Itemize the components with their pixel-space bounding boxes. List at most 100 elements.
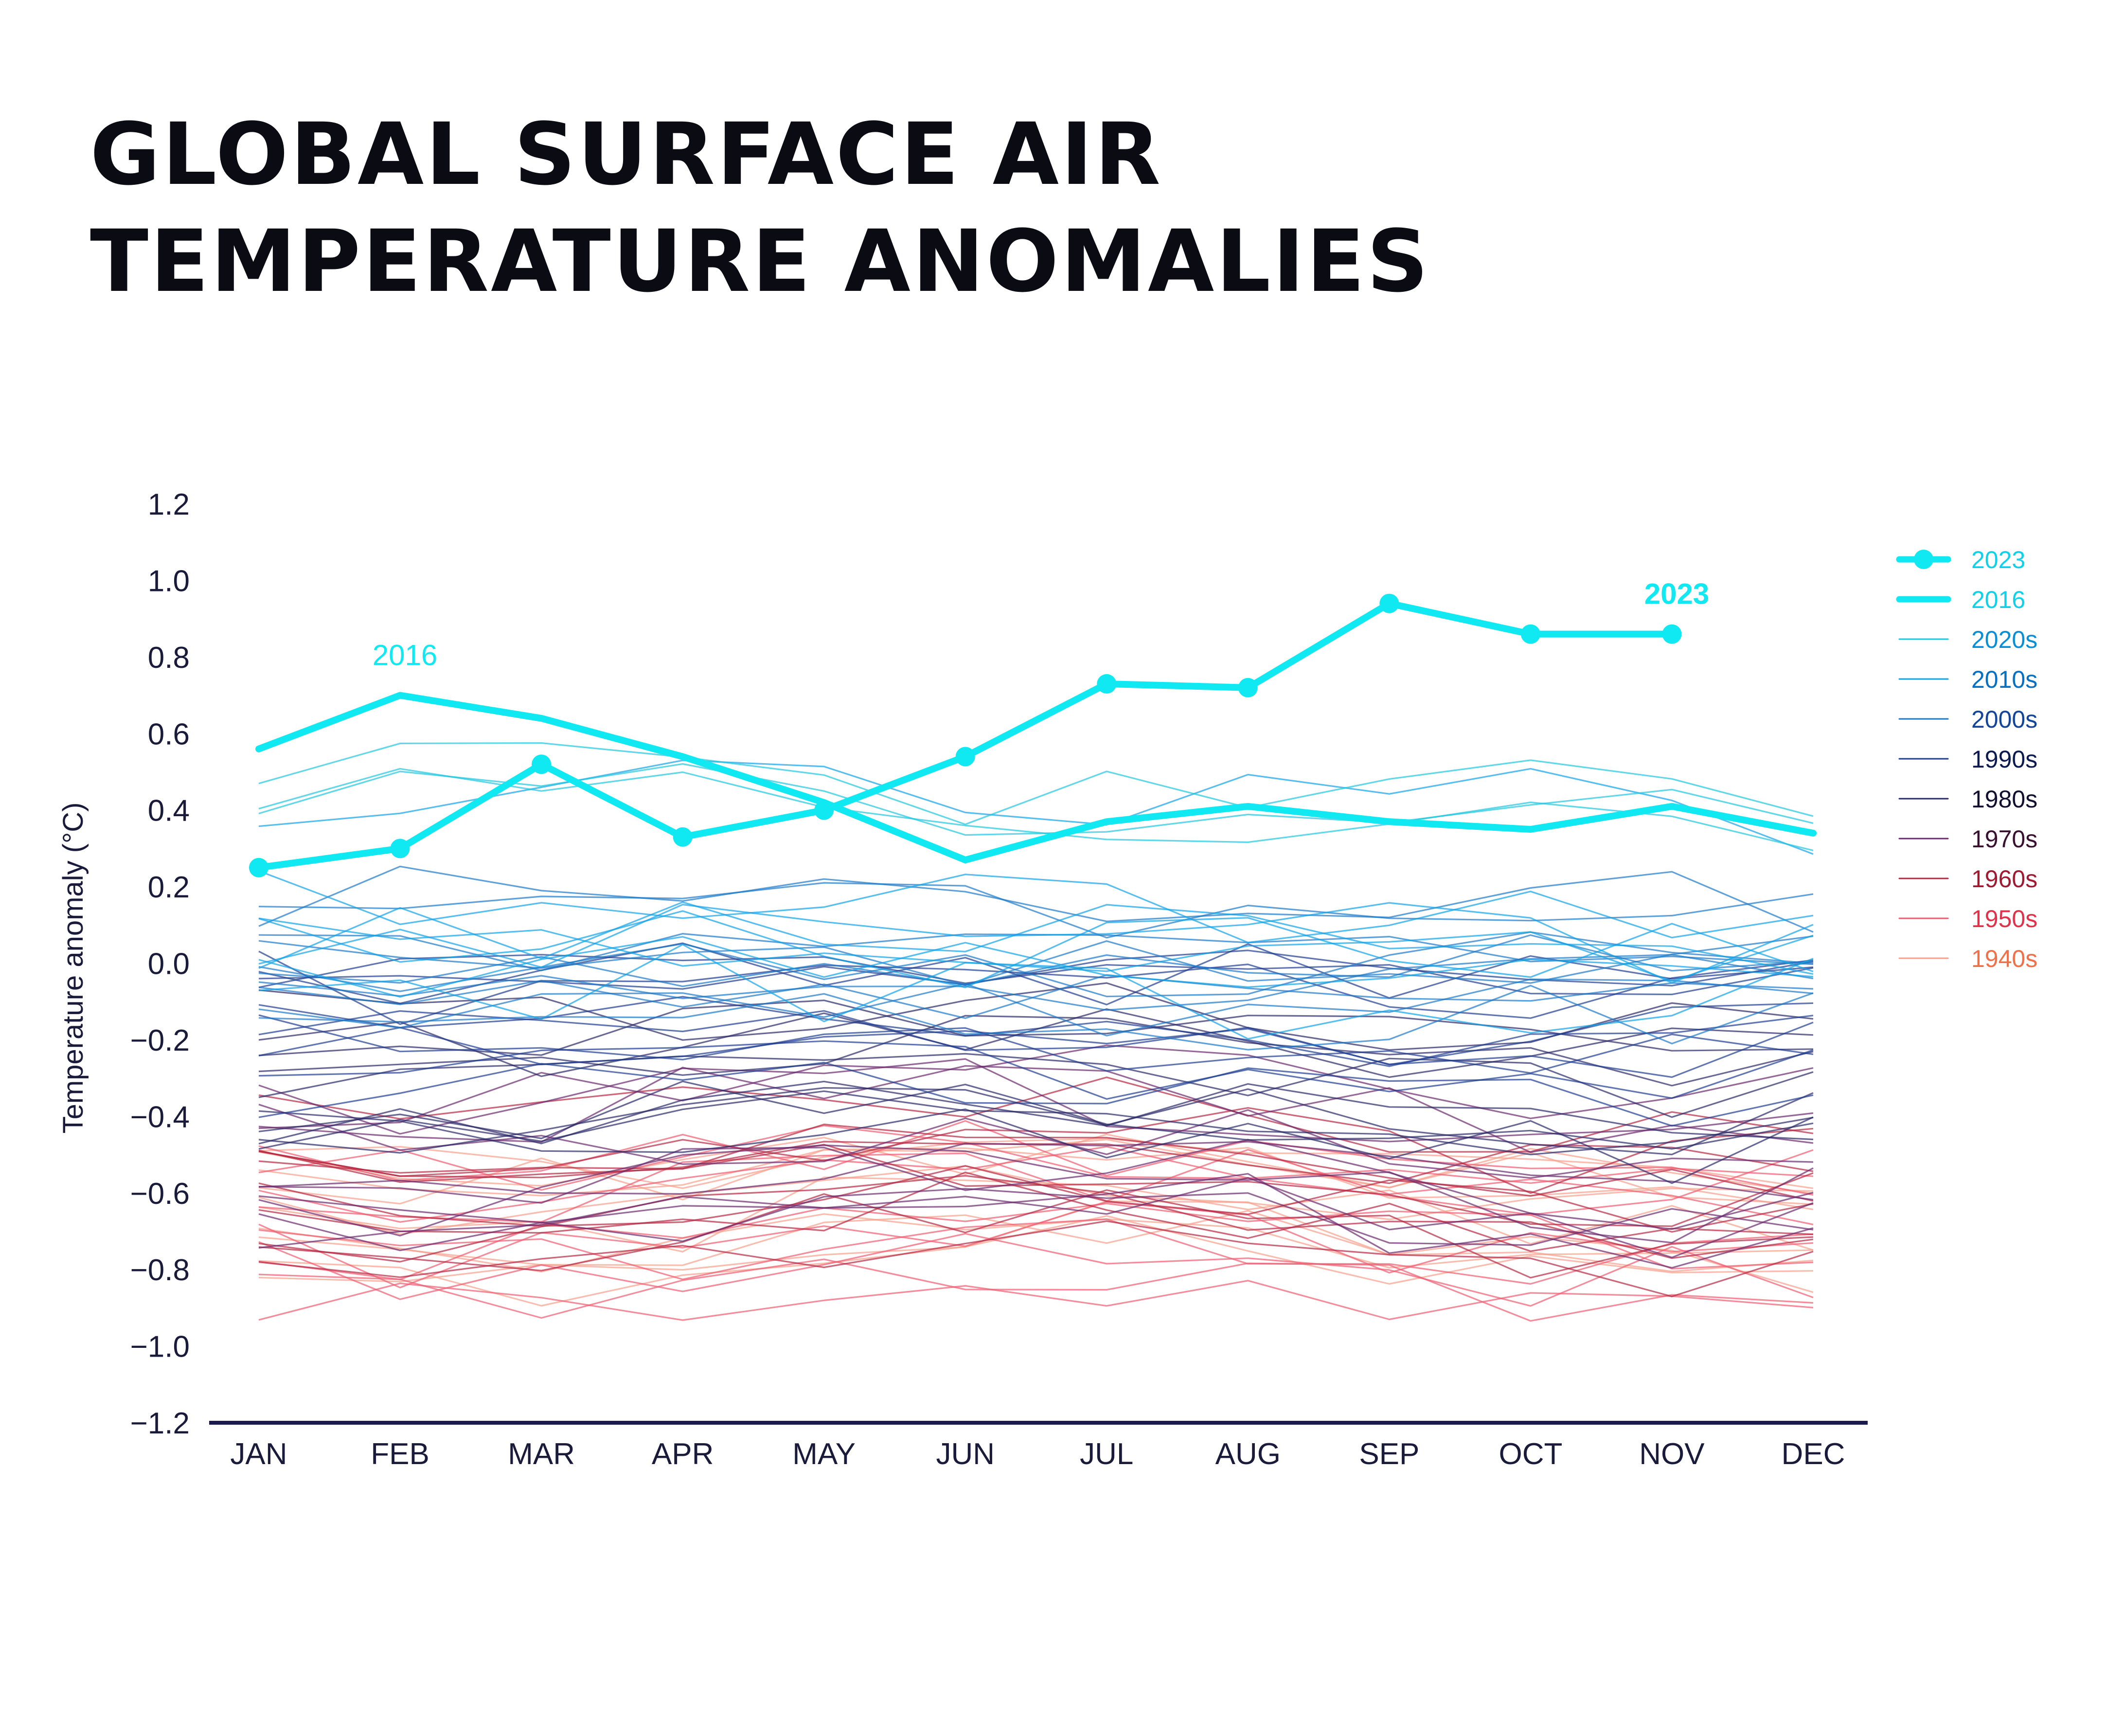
decade-line-2020s — [258, 742, 1814, 825]
decade-line-1960s — [258, 1144, 1814, 1227]
decade-line-2020s — [258, 768, 1814, 851]
decade-line-2000s — [258, 974, 1814, 1019]
x-tick-label: MAR — [508, 1437, 575, 1471]
decade-line-1960s — [258, 1220, 1814, 1297]
x-tick-label: JAN — [230, 1437, 287, 1471]
y-tick-label: −0.8 — [130, 1253, 190, 1287]
y-axis-label: Temperature anomaly (°C) — [57, 803, 89, 1134]
x-tick-label: NOV — [1639, 1437, 1705, 1471]
x-tick-label: FEB — [371, 1437, 429, 1471]
y-tick-label: 0.4 — [148, 794, 190, 828]
decade-line-2010s — [258, 936, 1814, 998]
series-annotations: 2016 2023 — [373, 578, 1709, 672]
decade-line-1980s — [258, 1087, 1814, 1156]
decade-line-1960s — [258, 1165, 1814, 1233]
legend-marker-2023 — [1914, 550, 1933, 569]
decade-line-2020s — [258, 763, 1814, 836]
annotation-2016: 2016 — [373, 639, 437, 672]
y-tick-label: −1.0 — [130, 1330, 190, 1364]
decade-line-2010s — [258, 917, 1814, 982]
decade-line-1990s — [258, 1014, 1814, 1074]
decade-line-1950s — [258, 1201, 1814, 1289]
decade-line-2000s — [258, 931, 1814, 998]
x-tick-label: DEC — [1782, 1437, 1845, 1471]
legend-label-2000s: 2000s — [1971, 706, 2037, 733]
decade-line-2000s — [258, 954, 1814, 1011]
series-point-2023 — [1238, 678, 1258, 698]
y-tick-label: 1.0 — [148, 564, 190, 598]
decade-line-1970s — [258, 1139, 1814, 1230]
decade-line-1990s — [258, 996, 1814, 1067]
decade-line-2000s — [258, 865, 1814, 933]
decade-line-1990s — [258, 954, 1814, 996]
legend-label-1940s: 1940s — [1971, 945, 2037, 972]
decade-line-1950s — [258, 1258, 1814, 1322]
decade-line-2000s — [258, 984, 1814, 1051]
decade-line-1970s — [258, 1065, 1814, 1153]
decade-line-1990s — [258, 1061, 1814, 1127]
legend-label-1970s: 1970s — [1971, 825, 2037, 853]
decade-line-1970s — [258, 1058, 1814, 1143]
x-tick-label: JUN — [936, 1437, 995, 1471]
decade-line-1940s — [258, 1215, 1814, 1307]
series-point-2023 — [814, 800, 834, 820]
highlight-series-lines — [249, 593, 1817, 877]
series-point-2023 — [1662, 624, 1682, 644]
y-tick-label: −1.2 — [130, 1407, 190, 1440]
legend-label-2016: 2016 — [1971, 586, 2025, 613]
legend-label-1950s: 1950s — [1971, 905, 2037, 932]
decade-line-1950s — [258, 1218, 1814, 1285]
decade-line-1970s — [258, 1188, 1814, 1252]
legend-label-2010s: 2010s — [1971, 666, 2037, 693]
x-tick-label: OCT — [1499, 1437, 1562, 1471]
y-tick-label: 0.6 — [148, 717, 190, 751]
series-point-2023 — [1520, 624, 1540, 644]
decade-line-1940s — [258, 1165, 1814, 1235]
decade-line-1990s — [258, 1021, 1814, 1078]
decade-line-1960s — [258, 1189, 1814, 1279]
decade-line-1950s — [258, 1125, 1814, 1191]
legend-label-2020s: 2020s — [1971, 626, 2037, 653]
decade-line-1970s — [258, 1177, 1814, 1258]
decade-line-1990s — [258, 949, 1814, 990]
decade-line-1990s — [258, 1040, 1814, 1100]
chart-title-line-1: GLOBAL SURFACE AIR — [90, 105, 1162, 204]
series-point-2023 — [249, 858, 268, 877]
y-tick-label: 0.0 — [148, 948, 190, 981]
x-tick-label: APR — [652, 1437, 714, 1471]
decade-line-1980s — [258, 1108, 1814, 1184]
decade-line-1970s — [258, 1141, 1814, 1200]
x-axis-ticks: JAN FEB MAR APR MAY JUN JUL AUG SEP OCT NOV DEC — [230, 1437, 1845, 1471]
decade-line-2010s — [258, 759, 1814, 855]
x-tick-label: SEP — [1359, 1437, 1419, 1471]
decade-line-1970s — [258, 1044, 1814, 1129]
decade-line-2010s — [258, 870, 1814, 944]
annotation-2023: 2023 — [1644, 578, 1709, 610]
x-tick-label: AUG — [1215, 1437, 1281, 1471]
decade-line-1950s — [258, 1120, 1814, 1196]
y-tick-label: 0.2 — [148, 871, 190, 904]
decade-line-1980s — [258, 1080, 1814, 1145]
legend-label-2023: 2023 — [1971, 546, 2025, 573]
y-tick-label: −0.4 — [130, 1100, 190, 1134]
legend-label-1990s: 1990s — [1971, 746, 2037, 773]
chart-legend: 2023 2016 2020s 2010s 2000s 1990s 1980s 1970s 19… — [1896, 546, 2037, 972]
x-tick-label: JUL — [1080, 1437, 1133, 1471]
series-point-2023 — [673, 827, 693, 847]
decade-line-1970s — [258, 1144, 1814, 1244]
legend-label-1960s: 1960s — [1971, 865, 2037, 893]
series-point-2023 — [1097, 674, 1117, 694]
y-tick-label: −0.2 — [130, 1024, 190, 1057]
decade-line-2000s — [258, 882, 1814, 939]
decade-line-2010s — [258, 910, 1814, 988]
decade-line-1950s — [258, 1280, 1814, 1321]
legend-label-1980s: 1980s — [1971, 786, 2037, 813]
series-point-2023 — [390, 839, 410, 859]
series-point-2023 — [1379, 593, 1399, 613]
series-point-2023 — [955, 747, 975, 767]
y-axis-ticks: 1.2 1.0 0.8 0.6 0.4 0.2 0.0 −0.2 −0.4 −0.6 −0.8 −1.… — [130, 488, 190, 1440]
chart-title-line-2: TEMPERATURE ANOMALIES — [90, 212, 1430, 311]
decade-line-2010s — [258, 902, 1814, 984]
decade-line-1960s — [258, 1124, 1814, 1202]
